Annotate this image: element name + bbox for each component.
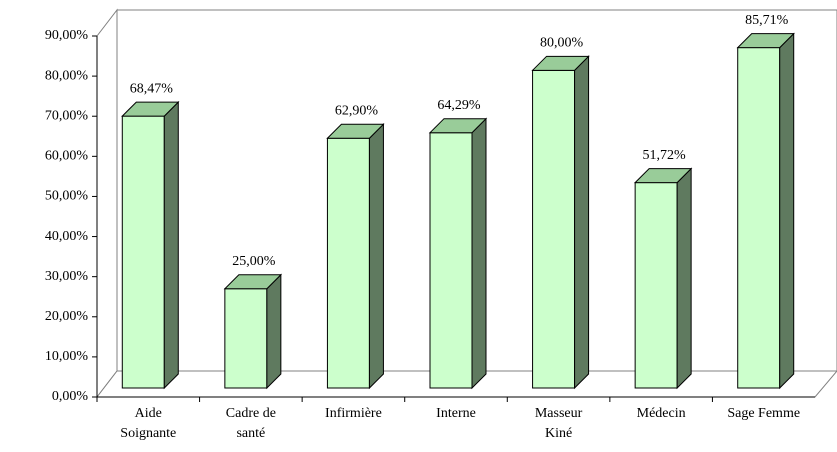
bar	[326, 123, 385, 390]
x-tick-label: Aide Soignante	[120, 406, 177, 441]
bar-side	[471, 117, 487, 390]
bar-side	[266, 273, 282, 390]
value-label: 68,47%	[130, 81, 174, 96]
value-label: 51,72%	[643, 148, 687, 163]
bar-front	[532, 69, 576, 389]
bar	[428, 117, 488, 390]
value-label: 85,71%	[745, 13, 789, 28]
y-tick-label: 80,00%	[45, 68, 89, 83]
side-wall	[96, 8, 118, 399]
bar-top	[121, 101, 180, 117]
bar	[736, 32, 795, 390]
bar-side	[779, 32, 795, 390]
x-tick-label: Cadre de santé	[225, 406, 276, 441]
bar-side	[574, 55, 590, 390]
x-tick-label: Interne	[436, 406, 476, 421]
y-tick-label: 60,00%	[45, 149, 89, 164]
x-tick-label: Sage Femme	[727, 406, 801, 421]
y-tick-label: 40,00%	[45, 229, 89, 244]
x-tick-label: Masseur Kiné	[534, 406, 583, 441]
value-label: 64,29%	[437, 98, 481, 113]
bar	[223, 273, 283, 390]
bar-top	[326, 123, 385, 139]
y-tick-label: 30,00%	[45, 269, 89, 284]
bar	[531, 55, 590, 390]
y-tick-label: 50,00%	[45, 189, 89, 204]
value-label: 25,00%	[232, 254, 276, 269]
y-tick-label: 0,00%	[52, 389, 89, 404]
bar-front	[634, 182, 678, 389]
bar-top	[736, 33, 795, 49]
bar-side	[676, 167, 692, 390]
bar-top	[223, 274, 283, 290]
bar-front	[121, 115, 165, 389]
value-label: 62,90%	[335, 103, 379, 118]
bar-top	[428, 118, 488, 134]
bar-side	[163, 100, 179, 390]
y-tick-label: 20,00%	[45, 309, 89, 324]
value-label: 80,00%	[540, 36, 584, 51]
x-tick-label: Infirmière	[325, 406, 382, 421]
bar	[633, 167, 693, 390]
bar-top	[633, 168, 693, 184]
bar-front	[737, 47, 781, 389]
x-tick-label: Médecin	[636, 406, 686, 421]
bar-front	[224, 288, 268, 389]
y-tick-label: 70,00%	[45, 108, 89, 123]
y-tick-label: 90,00%	[45, 28, 89, 43]
bar-front	[429, 132, 473, 389]
y-tick-label: 10,00%	[45, 349, 89, 364]
bar	[121, 100, 180, 390]
bar-side	[368, 123, 384, 390]
bar-front	[326, 137, 370, 389]
bar-top	[531, 55, 590, 71]
